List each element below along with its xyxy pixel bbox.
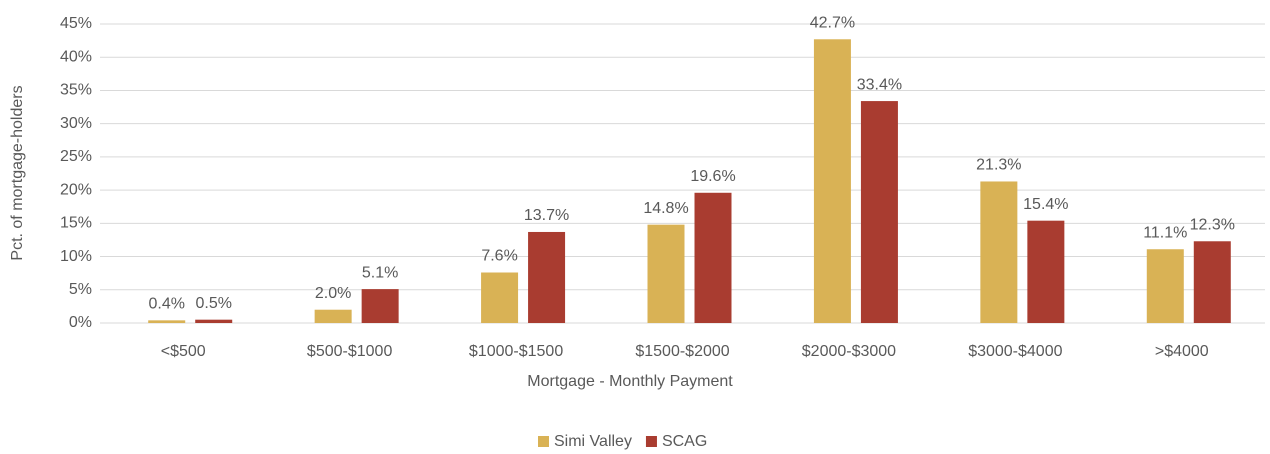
- data-label: 19.6%: [690, 168, 735, 185]
- bar: [813, 39, 851, 323]
- x-tick-label: $1000-$1500: [469, 343, 563, 360]
- legend-swatch: [538, 436, 549, 447]
- data-label: 11.1%: [1143, 224, 1187, 241]
- bar: [1193, 241, 1231, 323]
- y-axis-title: Pct. of mortgage-holders: [9, 85, 26, 260]
- data-label: 21.3%: [976, 157, 1021, 174]
- bar: [528, 231, 566, 323]
- y-tick-label: 40%: [60, 48, 92, 65]
- legend-swatch: [645, 436, 657, 447]
- legend-label: Simi Valley: [554, 433, 632, 450]
- y-tick-label: 20%: [60, 181, 92, 198]
- y-tick-label: 10%: [60, 248, 92, 265]
- data-label: 33.4%: [857, 76, 902, 93]
- bar: [1027, 220, 1065, 323]
- x-tick-label: $1500-$2000: [635, 343, 729, 360]
- y-tick-label: 15%: [60, 215, 92, 232]
- data-label: 7.6%: [481, 248, 517, 265]
- legend-label: SCAG: [662, 433, 707, 450]
- data-label: 5.1%: [362, 264, 398, 281]
- bar: [314, 309, 352, 323]
- data-label: 15.4%: [1023, 196, 1068, 213]
- x-tick-label: $3000-$4000: [968, 343, 1062, 360]
- bar: [647, 224, 685, 323]
- bar: [694, 192, 732, 323]
- bar: [860, 101, 898, 323]
- y-tick-label: 30%: [60, 115, 92, 132]
- data-label: 2.0%: [315, 285, 351, 302]
- data-label: 42.7%: [810, 15, 855, 32]
- x-tick-label: $2000-$3000: [802, 343, 896, 360]
- x-tick-label: <$500: [161, 343, 206, 360]
- y-tick-label: 0%: [69, 314, 92, 331]
- bar: [195, 319, 233, 323]
- data-label: 14.8%: [643, 200, 688, 217]
- bar: [481, 272, 519, 323]
- x-axis-title: Mortgage - Monthly Payment: [527, 373, 733, 390]
- data-label: 13.7%: [524, 207, 569, 224]
- x-tick-label: $500-$1000: [307, 343, 393, 360]
- y-tick-label: 25%: [60, 148, 92, 165]
- data-label: 0.4%: [148, 296, 184, 313]
- x-tick-label: >$4000: [1155, 343, 1209, 360]
- bar: [980, 181, 1018, 323]
- y-tick-label: 45%: [60, 15, 92, 32]
- data-label: 12.3%: [1190, 216, 1235, 233]
- bar: [361, 289, 399, 323]
- y-tick-label: 5%: [69, 281, 92, 298]
- bar: [148, 320, 186, 323]
- data-label: 0.5%: [195, 295, 231, 312]
- bar: [1146, 249, 1184, 323]
- y-tick-label: 35%: [60, 82, 92, 99]
